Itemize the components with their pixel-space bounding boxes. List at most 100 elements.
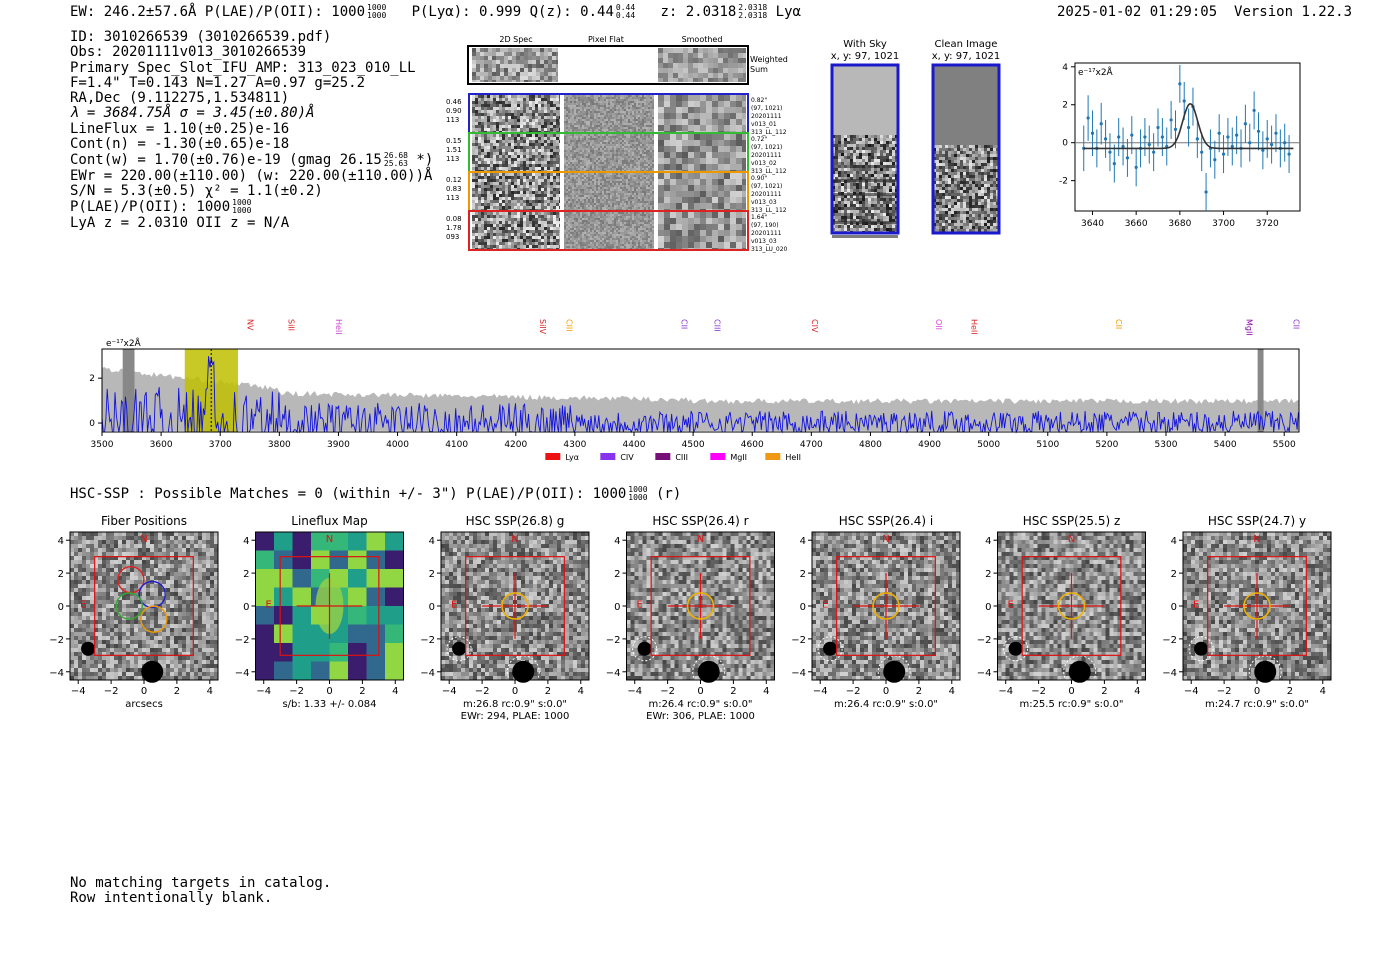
noise-pixel <box>616 203 618 205</box>
noise-pixel <box>736 101 742 107</box>
noise-pixel <box>658 113 664 119</box>
noise-pixel <box>736 203 742 209</box>
noise-pixel <box>568 214 570 216</box>
noise-pixel <box>743 53 746 58</box>
noise-pixel <box>566 156 568 158</box>
noise-pixel <box>644 185 646 187</box>
noise-pixel <box>566 129 568 131</box>
noise-pixel <box>493 95 496 98</box>
noise-pixel <box>570 115 572 117</box>
noise-pixel <box>566 160 568 162</box>
weighted-2dspec <box>472 48 558 82</box>
noise-pixel <box>576 101 578 103</box>
noise-pixel <box>620 105 622 107</box>
noise-pixel <box>576 131 578 132</box>
noise-pixel <box>568 195 570 197</box>
noise-pixel <box>648 205 650 207</box>
noise-pixel <box>604 164 606 166</box>
noise-pixel <box>475 224 478 227</box>
noise-pixel <box>588 142 590 144</box>
noise-pixel <box>570 197 572 199</box>
noise-pixel <box>520 236 523 239</box>
noise-pixel <box>574 193 576 195</box>
noise-pixel <box>632 164 634 166</box>
noise-pixel <box>535 155 538 158</box>
noise-pixel <box>511 194 514 197</box>
noise-pixel <box>626 115 628 117</box>
noise-pixel <box>658 164 664 170</box>
noise-pixel <box>517 200 520 203</box>
noise-pixel <box>608 121 610 123</box>
noise-pixel <box>626 146 628 148</box>
noise-pixel <box>648 191 650 193</box>
noise-pixel <box>472 239 475 242</box>
noise-pixel <box>616 142 618 144</box>
noise-pixel <box>550 134 553 137</box>
noise-pixel <box>535 239 538 242</box>
noise-pixel <box>622 158 624 160</box>
noise-pixel <box>556 191 559 194</box>
noise-pixel <box>636 148 638 150</box>
noise-pixel <box>478 140 481 143</box>
noise-pixel <box>499 206 502 209</box>
noise-pixel <box>544 182 547 185</box>
noise-pixel <box>564 173 566 175</box>
noise-pixel <box>508 134 511 137</box>
noise-pixel <box>570 158 572 160</box>
noise-pixel <box>612 115 614 117</box>
noise-pixel <box>616 105 618 107</box>
noise-pixel <box>529 149 532 152</box>
noise-pixel <box>616 216 618 218</box>
noise-pixel <box>588 150 590 152</box>
noise-pixel <box>523 173 526 176</box>
noise-pixel <box>628 214 630 216</box>
noise-pixel <box>712 107 718 113</box>
noise-pixel <box>634 140 636 142</box>
noise-pixel <box>512 56 516 60</box>
noise-pixel <box>600 109 602 111</box>
noise-pixel <box>586 95 588 97</box>
noise-pixel <box>616 191 618 193</box>
noise-pixel <box>626 109 628 111</box>
noise-pixel <box>742 164 746 170</box>
noise-pixel <box>472 197 475 200</box>
noise-pixel <box>602 127 604 129</box>
noise-pixel <box>604 146 606 148</box>
noise-pixel <box>608 150 610 152</box>
noise-pixel <box>529 200 532 203</box>
noise-pixel <box>529 221 532 224</box>
noise-pixel <box>703 53 708 58</box>
noise-pixel <box>646 117 648 119</box>
noise-pixel <box>670 170 676 171</box>
noise-pixel <box>568 164 570 166</box>
noise-pixel <box>736 95 742 101</box>
noise-pixel <box>582 99 584 101</box>
noise-pixel <box>514 188 517 191</box>
noise-pixel <box>559 209 560 210</box>
noise-pixel <box>642 209 644 210</box>
noise-pixel <box>505 131 508 132</box>
noise-pixel <box>688 95 694 101</box>
noise-pixel <box>493 242 496 245</box>
noise-pixel <box>636 201 638 203</box>
noise-pixel <box>652 138 654 140</box>
noise-pixel <box>592 136 594 138</box>
noise-pixel <box>572 154 574 156</box>
noise-pixel <box>484 185 487 188</box>
noise-pixel <box>568 95 570 97</box>
noise-pixel <box>552 56 556 60</box>
noise-pixel <box>553 212 556 215</box>
noise-pixel <box>730 152 736 158</box>
noise-pixel <box>608 170 610 171</box>
noise-pixel <box>622 160 624 162</box>
noise-pixel <box>578 166 580 168</box>
noise-pixel <box>626 162 628 164</box>
noise-pixel <box>514 185 517 188</box>
noise-pixel <box>712 164 718 170</box>
noise-pixel <box>614 111 616 113</box>
noise-pixel <box>588 164 590 166</box>
noise-pixel <box>682 119 688 125</box>
noise-pixel <box>622 99 624 101</box>
noise-pixel <box>499 98 502 101</box>
noise-pixel <box>638 97 640 99</box>
